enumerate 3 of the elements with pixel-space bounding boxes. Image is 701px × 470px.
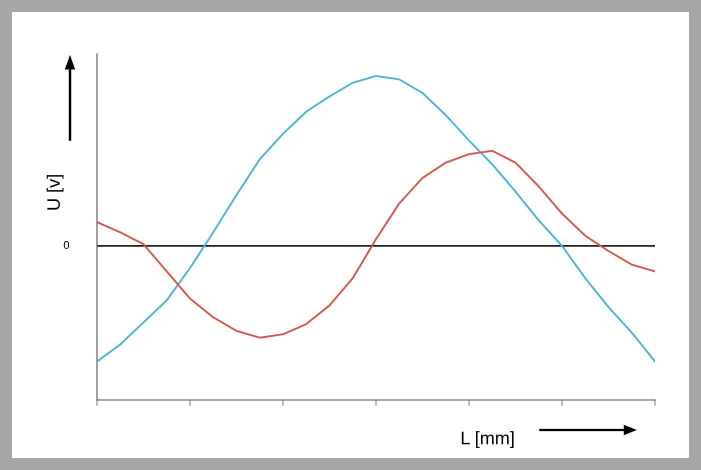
text: 0 <box>64 241 70 249</box>
x-axis-title: L [mm] <box>462 431 514 448</box>
y-axis-title: U [v] <box>46 175 64 210</box>
